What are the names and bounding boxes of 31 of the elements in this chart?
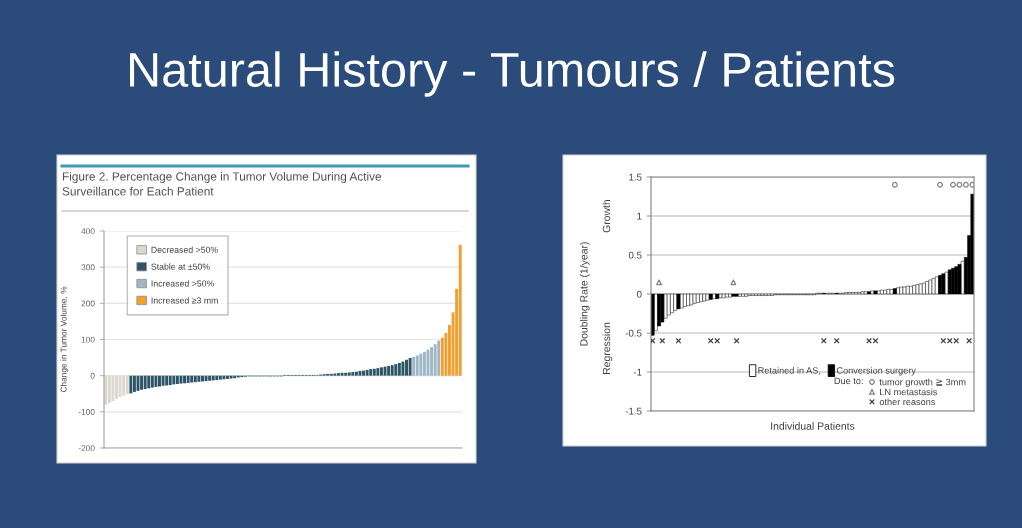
y-axis-title: Change in Tumor Volume, % <box>60 286 69 393</box>
text: Growth <box>602 199 611 233</box>
y-tick-label: 0 <box>90 372 95 379</box>
y-tick-label: 0.5 <box>628 251 642 259</box>
y-tick-label: 1 <box>637 212 642 220</box>
text: Regression <box>602 322 613 375</box>
y-tick-label: -0.5 <box>625 329 642 337</box>
y-tick-label: 100 <box>81 336 95 343</box>
legend-label: other reasons <box>879 398 936 406</box>
chart-title: Figure 2. Percentage Change in Tumor Volume During Active Surveillance for Each Patient <box>62 172 382 196</box>
legend-label: Conversion surgery <box>836 366 916 376</box>
legend-label: Increased >50% <box>151 280 215 287</box>
y-axis-title: Doubling Rate (1/year) <box>579 242 590 346</box>
y-tick-label: -100 <box>78 409 95 415</box>
text: Natural History - Tumours / Patients <box>130 51 895 97</box>
y-tick-label: 400 <box>81 228 95 235</box>
legend-label: tumor growth ≧ 3mm <box>879 378 966 388</box>
legend-label: LN metastasis <box>880 388 938 396</box>
y-tick-label: 1.5 <box>629 173 642 181</box>
y-tick-label: -1 <box>633 368 642 376</box>
legend-label: Decreased >50% <box>151 246 218 253</box>
y-tick-label: 300 <box>81 264 95 271</box>
legend-label: Retained in AS, <box>758 366 821 375</box>
y-tick-label: 200 <box>81 300 95 307</box>
legend-title: Due to: <box>834 377 863 385</box>
y-tick-label: 0 <box>636 290 642 298</box>
y-tick-label: -1.5 <box>625 407 642 415</box>
y-tick-label: -200 <box>78 445 95 452</box>
legend-label: Stable at ±50% <box>151 263 210 270</box>
legend-label: Increased ≥3 mm <box>151 297 218 304</box>
x-axis-title: Individual Patients <box>771 422 855 430</box>
